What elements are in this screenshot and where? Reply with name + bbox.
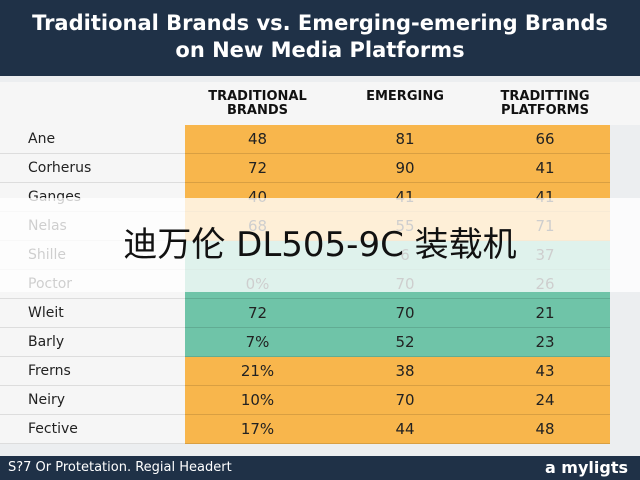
cell: 7% xyxy=(185,328,330,357)
cell: 24 xyxy=(480,386,610,415)
header: Traditional Brands vs. Emerging-emering … xyxy=(0,0,640,76)
cell: 21 xyxy=(480,299,610,328)
cell: 38 xyxy=(330,357,480,386)
row-label: Barly xyxy=(0,328,185,357)
cell: 72 xyxy=(185,154,330,183)
table-row: Wleit 72 70 21 xyxy=(0,299,640,328)
cell: 70 xyxy=(330,299,480,328)
cell: 48 xyxy=(185,125,330,154)
cell: 21% xyxy=(185,357,330,386)
cell: 23 xyxy=(480,328,610,357)
column-header: TRADITTING PLATFORMS xyxy=(500,89,590,118)
table-row: Fective 17% 44 48 xyxy=(0,415,640,444)
cell: 17% xyxy=(185,415,330,444)
row-label: Corherus xyxy=(0,154,185,183)
cell: 41 xyxy=(480,154,610,183)
cell: 90 xyxy=(330,154,480,183)
table-row: Corherus 72 90 41 xyxy=(0,154,640,183)
column-header: TRADITIONAL BRANDS xyxy=(208,89,307,118)
cell: 81 xyxy=(330,125,480,154)
row-label: Fective xyxy=(0,415,185,444)
cell: 70 xyxy=(330,386,480,415)
footer-note: S?7 Or Protetation. Regial Headert xyxy=(8,460,232,475)
table-row: Barly 7% 52 23 xyxy=(0,328,640,357)
row-label: Neiry xyxy=(0,386,185,415)
cell: 72 xyxy=(185,299,330,328)
cell: 52 xyxy=(330,328,480,357)
table-row: Ane 48 81 66 xyxy=(0,125,640,154)
row-label: Frerns xyxy=(0,357,185,386)
cell: 43 xyxy=(480,357,610,386)
title: Traditional Brands vs. Emerging-emering … xyxy=(32,11,608,35)
footer: S?7 Or Protetation. Regial Headert a myl… xyxy=(0,456,640,480)
row-label: Wleit xyxy=(0,299,185,328)
title: on New Media Platforms xyxy=(175,38,465,62)
logo: a myligts xyxy=(544,458,628,477)
cell: 10% xyxy=(185,386,330,415)
table-row: Neiry 10% 70 24 xyxy=(0,386,640,415)
cell: 44 xyxy=(330,415,480,444)
cell: 66 xyxy=(480,125,610,154)
cell: 48 xyxy=(480,415,610,444)
table-row: Frerns 21% 38 43 xyxy=(0,357,640,386)
header-row: TRADITIONAL BRANDS EMERGING TRADITTING PLA… xyxy=(0,82,640,125)
column-header: EMERGING xyxy=(366,89,444,104)
banner: 迪万伦 DL505-9C 装载机 xyxy=(0,198,640,292)
row-label: Ane xyxy=(0,125,185,154)
